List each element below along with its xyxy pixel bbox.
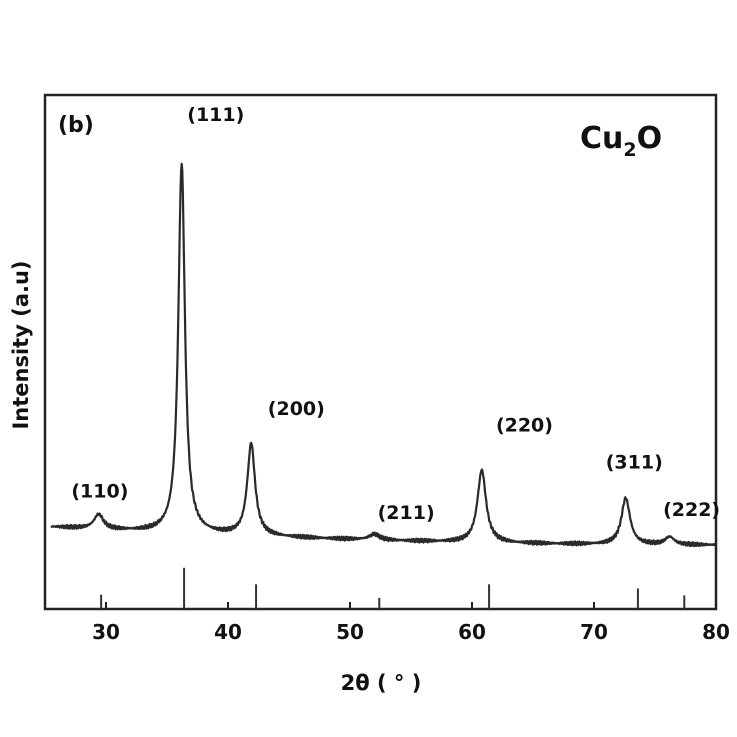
x-tick-label-70: 70 <box>580 620 608 644</box>
formula-subscript: 2 <box>623 139 636 161</box>
formula-tail: O <box>637 121 663 156</box>
formula-main: Cu <box>580 121 623 156</box>
formula-label: Cu2O <box>580 121 662 161</box>
xrd-pattern-line <box>50 162 717 548</box>
peak-label-0: (110) <box>71 480 128 502</box>
peak-label-3: (211) <box>378 502 435 524</box>
panel-label: (b) <box>58 113 94 138</box>
peak-label-5: (311) <box>606 451 663 473</box>
plot-frame <box>43 93 718 611</box>
x-axis-title: 2θ ( ° ) <box>341 671 422 695</box>
x-tick-label-60: 60 <box>458 620 486 644</box>
reference-lines <box>100 567 686 609</box>
x-tick-label-40: 40 <box>214 620 242 644</box>
peak-label-6: (222) <box>663 499 720 521</box>
peak-label-2: (200) <box>268 398 325 420</box>
x-tick-label-80: 80 <box>702 620 730 644</box>
x-axis-ticks: 30 40 50 60 70 80 <box>92 602 730 644</box>
x-tick-label-50: 50 <box>336 620 364 644</box>
peak-labels: (110) (111) (200) (211) (220) (311) (222) <box>71 104 720 524</box>
peak-label-1: (111) <box>187 104 244 126</box>
peak-label-4: (220) <box>496 415 553 437</box>
y-axis-title: Intensity (a.u) <box>9 260 33 429</box>
x-tick-label-30: 30 <box>92 620 120 644</box>
